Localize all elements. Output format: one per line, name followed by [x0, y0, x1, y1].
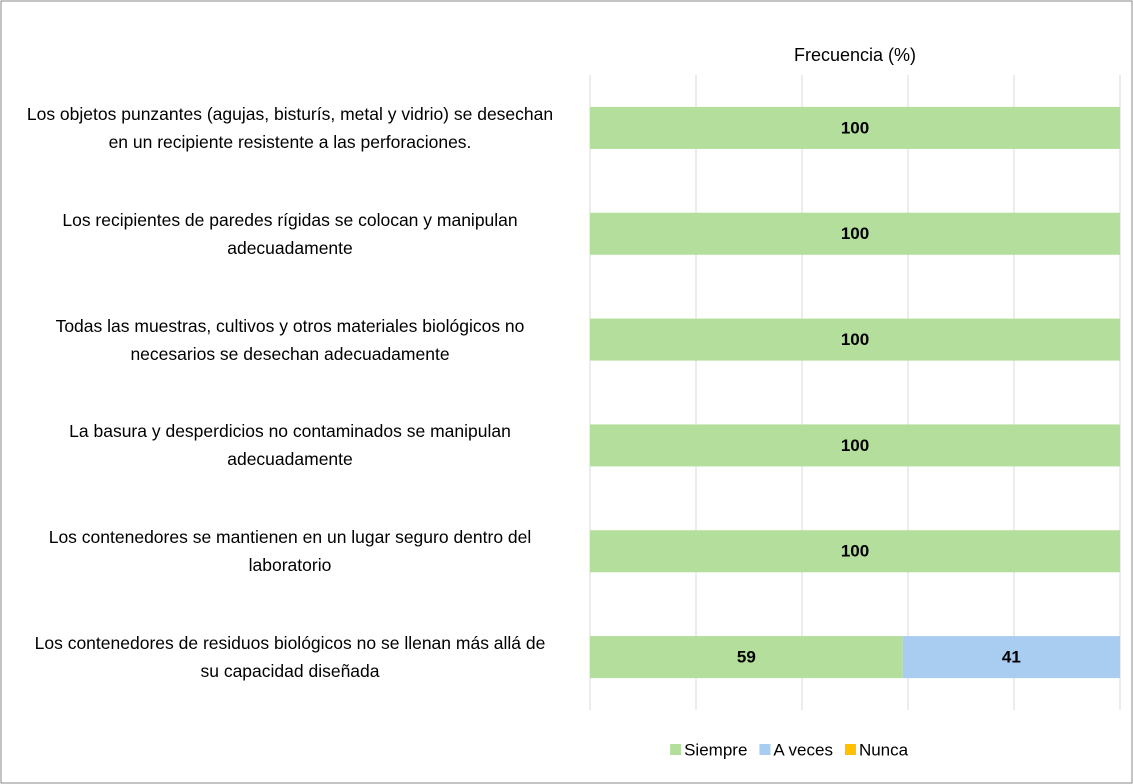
- bar-segment: [590, 636, 903, 679]
- category-label: Los recipientes de paredes rígidas se co…: [10, 206, 570, 262]
- category-label: La basura y desperdicios no contaminados…: [10, 417, 570, 473]
- chart-title: Frecuencia (%): [794, 45, 916, 65]
- data-label: 59: [737, 648, 756, 667]
- data-label: 100: [841, 118, 869, 137]
- category-label: Los objetos punzantes (agujas, bisturís,…: [10, 100, 570, 156]
- bar-segment: [590, 424, 1120, 467]
- category-text: Los contenedores de residuos biológicos …: [34, 633, 546, 682]
- category-text: Los objetos punzantes (agujas, bisturís,…: [26, 103, 554, 152]
- category-text: Todas las muestras, cultivos y otros mat…: [55, 315, 525, 364]
- category-text: Los recipientes de paredes rígidas se co…: [62, 209, 518, 258]
- data-label: 41: [1002, 648, 1021, 667]
- category-label: Los contenedores se mantienen en un luga…: [10, 523, 570, 579]
- legend-swatch: [844, 744, 856, 755]
- bar-segment: [590, 530, 1120, 573]
- legend-swatch: [759, 744, 771, 755]
- category-text: Los contenedores se mantienen en un luga…: [48, 527, 532, 576]
- legend-swatch: [670, 744, 682, 755]
- bar-segment: [902, 636, 1120, 679]
- category-label: Todas las muestras, cultivos y otros mat…: [10, 312, 570, 368]
- category-label: Los contenedores de residuos biológicos …: [10, 629, 570, 685]
- bar-segment: [590, 318, 1120, 361]
- legend-label: Siempre: [684, 740, 747, 759]
- data-label: 100: [841, 224, 869, 243]
- category-text: La basura y desperdicios no contaminados…: [69, 421, 511, 470]
- data-label: 100: [841, 436, 869, 455]
- bar-segment: [590, 212, 1120, 255]
- data-label: 100: [841, 330, 869, 349]
- legend-label: Nunca: [859, 740, 909, 759]
- legend-label: A veces: [773, 740, 833, 759]
- data-label: 100: [841, 542, 869, 561]
- bar-segment: [590, 106, 1120, 149]
